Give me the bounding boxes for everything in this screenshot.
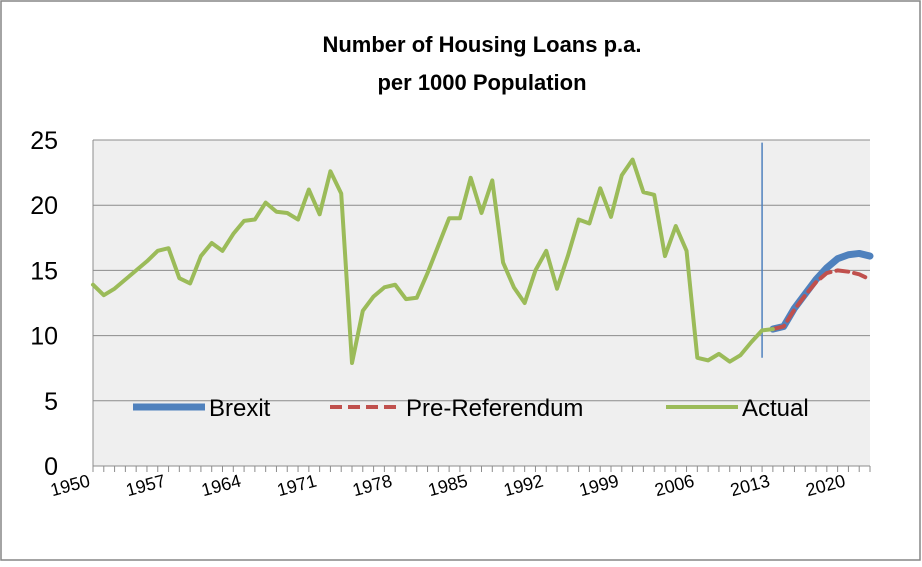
y-tick-label: 20 (30, 192, 58, 220)
chart-title: per 1000 Population (377, 70, 586, 95)
y-tick-label: 10 (30, 323, 58, 351)
legend-label: Pre-Referendum (406, 395, 583, 422)
y-tick-label: 15 (30, 257, 58, 285)
y-tick-label: 5 (44, 388, 58, 416)
chart-title: Number of Housing Loans p.a. (322, 32, 641, 57)
plot-area (93, 140, 870, 466)
y-tick-label: 25 (30, 127, 58, 155)
y-tick-label: 0 (44, 453, 58, 481)
series-line (770, 268, 872, 332)
legend-label: Brexit (209, 395, 271, 422)
series-line (91, 157, 775, 365)
legend-label: Actual (742, 395, 809, 422)
